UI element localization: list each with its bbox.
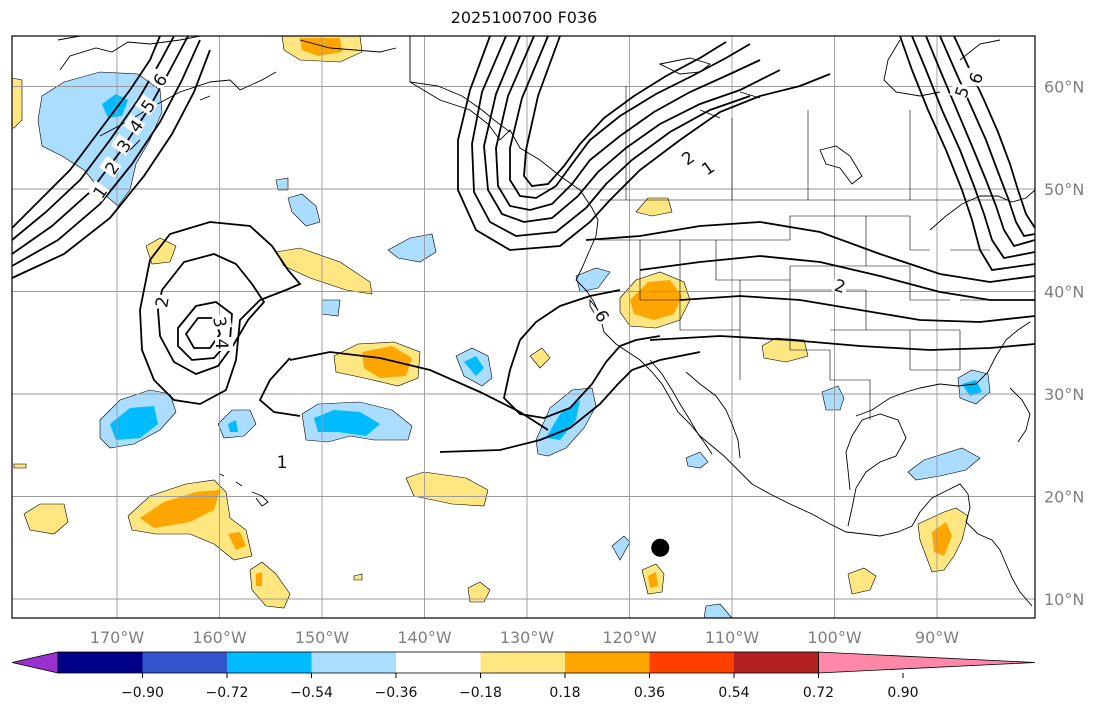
- negative-anomaly-region: [217, 409, 257, 439]
- longitude-label: 110°W: [705, 628, 760, 647]
- contour-label: 3: [208, 315, 230, 329]
- contour-label-group: 5: [949, 81, 974, 101]
- negative-anomaly-region: [611, 535, 631, 561]
- colorbar-tick-label: −0.54: [290, 685, 333, 701]
- longitude-label: 170°W: [90, 628, 145, 647]
- contour-label-group: 4: [211, 337, 233, 351]
- colorbar-segment: [734, 652, 819, 673]
- contour-label-bg: [695, 154, 718, 178]
- contour-label-group: 2: [831, 273, 850, 298]
- contour-label-bg: [134, 93, 158, 116]
- colorbar-segment: [311, 652, 397, 673]
- colorbar-tick-label: 0.36: [634, 685, 665, 701]
- positive-anomaly-region: [405, 471, 489, 507]
- anomaly-fill-layer: [11, 35, 991, 619]
- colorbar-tick-label: −0.18: [459, 685, 502, 701]
- positive-anomaly-region: [23, 503, 69, 535]
- contour-label: 2: [152, 295, 174, 309]
- longitude-label: 140°W: [397, 628, 452, 647]
- colorbar-segment: [142, 652, 228, 673]
- latitude-labels: 60°N 50°N 40°N 30°N 20°N 10°N: [1044, 78, 1084, 610]
- contour-label-group: 1: [275, 451, 289, 473]
- colorbar-tick-label: −0.90: [121, 685, 164, 701]
- contour-label-bg: [592, 304, 616, 326]
- negative-anomaly-region: [321, 299, 341, 317]
- negative-anomaly-region: [575, 267, 611, 293]
- contour-label-bg: [963, 67, 985, 87]
- contour-label-bg: [675, 144, 698, 168]
- positive-anomaly-region: [275, 247, 373, 295]
- contour-label-group: 3: [208, 313, 233, 331]
- contour-label-bg: [831, 273, 850, 295]
- longitude-label: 120°W: [602, 628, 657, 647]
- negative-anomaly-region: [685, 451, 709, 469]
- contour-label-bg: [98, 155, 122, 178]
- contour-label-bg: [149, 293, 171, 311]
- contour-label-bg: [275, 451, 289, 469]
- colorbar-tick-label: 0.72: [803, 685, 834, 701]
- coastlines-and-borders: [57, 35, 1036, 607]
- colorbar-segment: [565, 652, 650, 673]
- map-title: 2025100700 F036: [450, 8, 598, 27]
- colorbar: [11, 651, 1036, 674]
- positive-anomaly-region: [145, 237, 177, 265]
- positive-anomaly-region: [467, 581, 491, 603]
- latitude-label: 60°N: [1044, 78, 1084, 97]
- contour-label-bg: [86, 179, 110, 202]
- colorbar-segment: [227, 652, 312, 673]
- map-border: [11, 35, 1036, 619]
- longitude-label: 150°W: [295, 628, 350, 647]
- contour-label-bg: [110, 133, 134, 156]
- colorbar-segment: [396, 652, 481, 673]
- latitude-label: 50°N: [1044, 180, 1084, 199]
- negative-anomaly-region: [821, 385, 845, 411]
- contour-label-bg: [949, 81, 971, 101]
- longitude-label: 100°W: [807, 628, 862, 647]
- latitude-label: 40°N: [1044, 283, 1084, 302]
- contour-label: 1: [277, 453, 288, 473]
- positive-anomaly-region: [11, 77, 23, 129]
- colorbar-segment: [480, 652, 566, 673]
- longitude-label: 90°W: [915, 628, 959, 647]
- contour-label-bg: [146, 67, 170, 90]
- negative-anomaly-region: [275, 177, 289, 191]
- colorbar-extend-high: [818, 651, 1036, 674]
- positive-anomaly-region: [847, 567, 877, 595]
- colorbar-tick-label: −0.72: [206, 685, 249, 701]
- colorbar-tick-label: 0.90: [887, 685, 918, 701]
- colorbar-segment: [649, 652, 735, 673]
- contour-lines: [11, 35, 1036, 453]
- longitude-labels: 170°W 160°W 150°W 140°W 130°W 120°W 110°W 100°W…: [90, 628, 959, 647]
- colorbar-tick-label: 0.18: [549, 685, 580, 701]
- contour-label: 2: [832, 276, 848, 298]
- graticule-grid: [12, 36, 1035, 618]
- contour-label-bg: [122, 113, 146, 136]
- longitude-label: 130°W: [500, 628, 555, 647]
- colorbar-tick-label: 0.54: [718, 685, 749, 701]
- latitude-label: 30°N: [1044, 385, 1084, 404]
- contour-label-bg: [215, 337, 233, 351]
- colorbar-tick-label: −0.36: [375, 685, 418, 701]
- latitude-label: 10°N: [1044, 590, 1084, 609]
- contour-label-group: 2: [149, 293, 174, 311]
- state-boundaries: [598, 86, 1010, 420]
- negative-anomaly-region: [37, 71, 163, 207]
- colorbar-tick-labels: −0.90 −0.72 −0.54 −0.36 −0.18 0.18 0.36 0.54 0.7…: [121, 673, 919, 701]
- negative-anomaly-region: [907, 447, 981, 481]
- positive-anomaly-region: [529, 347, 551, 369]
- longitude-label: 160°W: [192, 628, 247, 647]
- contour-label-group: 6: [963, 67, 988, 87]
- contour-label: 4: [211, 339, 231, 350]
- positive-anomaly-region: [635, 197, 673, 217]
- positive-anomaly-region: [761, 337, 809, 363]
- black-dot-marker: [651, 538, 670, 557]
- colorbar-segment: [58, 652, 143, 673]
- colorbar-extend-low: [11, 651, 59, 674]
- latitude-label: 20°N: [1044, 488, 1084, 507]
- colorbar-frame: [57, 651, 819, 674]
- negative-anomaly-region: [387, 233, 437, 263]
- contour-label-bg: [211, 313, 233, 331]
- negative-anomaly-region: [287, 193, 321, 227]
